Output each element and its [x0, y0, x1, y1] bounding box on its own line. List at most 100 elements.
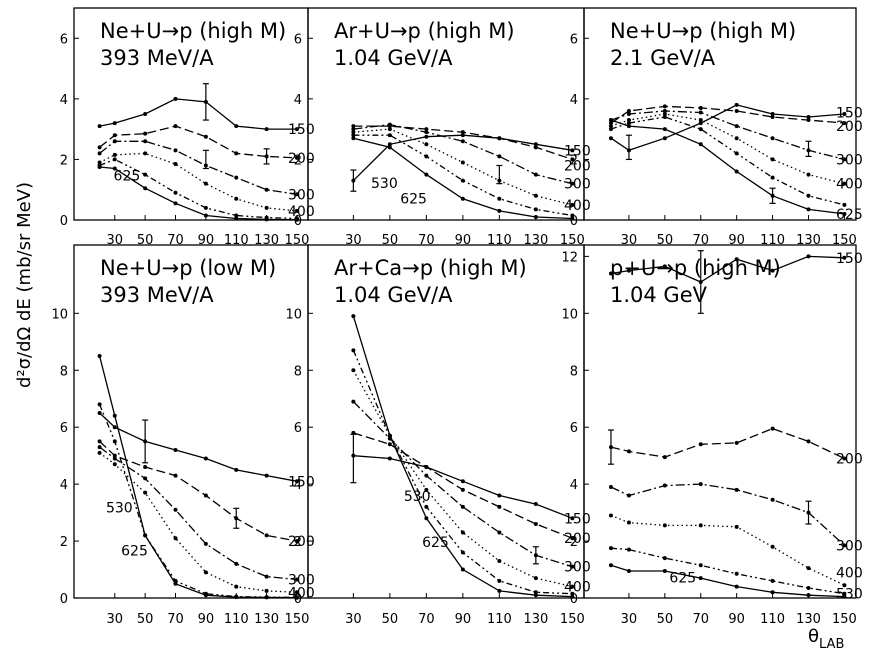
x-tick-label: 110 [487, 233, 512, 248]
data-point-150 [97, 124, 102, 129]
data-point-150 [143, 112, 148, 116]
data-point-150 [460, 133, 465, 138]
data-point-400 [424, 487, 429, 492]
x-tick-label: 150 [560, 612, 585, 627]
data-point-150 [770, 268, 775, 273]
data-point-200 [497, 504, 502, 509]
series-line-530 [99, 158, 298, 220]
data-point-625 [662, 568, 667, 573]
data-point-150 [173, 447, 178, 452]
data-point-200 [698, 105, 703, 110]
series-label: 400 [836, 177, 863, 193]
panel-title: Ne+U→p (high M) [100, 19, 286, 43]
data-point-625 [173, 201, 178, 206]
series-label: 150 [288, 122, 315, 138]
data-point-150 [387, 142, 392, 147]
x-axis-label-theta: θ [808, 626, 819, 647]
x-tick-label: 150 [560, 233, 585, 248]
data-point-400 [626, 118, 631, 123]
data-point-530 [203, 205, 208, 210]
data-point-400 [143, 151, 148, 156]
data-point-200 [570, 536, 575, 541]
data-point-200 [770, 115, 775, 120]
x-tick-label: 30 [621, 612, 638, 627]
data-point-400 [460, 160, 465, 165]
data-point-625 [424, 172, 429, 177]
data-point-530 [806, 586, 811, 591]
x-tick-label: 90 [728, 233, 745, 248]
series-line-200 [99, 125, 298, 159]
data-point-200 [608, 121, 613, 126]
data-point-400 [806, 172, 811, 177]
y-tick-label: 0 [570, 214, 578, 229]
series-line-300 [610, 110, 845, 161]
data-point-150 [806, 115, 811, 120]
x-tick-label: 110 [760, 233, 785, 248]
y-tick-label: 2 [570, 535, 578, 550]
data-point-400 [112, 462, 117, 467]
series-label: 400 [836, 565, 863, 581]
data-point-200 [533, 145, 538, 150]
data-point-400 [734, 524, 739, 529]
data-point-400 [842, 583, 847, 588]
y-tick-label: 6 [570, 32, 578, 47]
data-point-400 [570, 202, 575, 207]
data-point-300 [173, 148, 178, 153]
data-point-200 [203, 493, 208, 498]
data-point-150 [734, 102, 739, 107]
data-point-400 [497, 558, 502, 563]
data-point-530 [97, 402, 102, 407]
data-point-625 [234, 595, 239, 600]
series-label: 300 [564, 560, 591, 576]
x-tick-label: 30 [345, 233, 362, 248]
y-tick-label: 4 [294, 478, 302, 493]
x-tick-label: 70 [418, 612, 435, 627]
data-point-200 [143, 131, 148, 136]
data-point-150 [460, 479, 465, 484]
data-point-530 [842, 202, 847, 207]
data-point-625 [698, 576, 703, 581]
y-tick-label: 10 [51, 307, 68, 322]
panel-title: Ar+U→p (high M) [334, 19, 515, 43]
x-tick-label: 90 [455, 233, 472, 248]
data-point-625 [497, 208, 502, 213]
series-label: 300 [836, 538, 863, 554]
data-point-625 [662, 127, 667, 132]
data-point-530 [533, 207, 538, 212]
panel-frame [583, 7, 857, 221]
data-point-400 [203, 181, 208, 186]
x-tick-label: 30 [107, 233, 124, 248]
x-tick-label: 90 [198, 612, 215, 627]
data-point-530 [143, 172, 148, 177]
data-point-625 [608, 118, 613, 123]
panel-5: 30 50 70 90 110 130 150 0 2 4 6 8 10 Ar+Ca→p (high M)… [285, 244, 591, 627]
data-point-400 [351, 130, 356, 135]
series-line-530 [98, 404, 298, 599]
series-label: 530 [371, 176, 398, 192]
data-point-150 [97, 410, 102, 415]
series-label: 150 [564, 511, 591, 527]
data-point-150 [533, 502, 538, 507]
data-point-400 [842, 181, 847, 186]
data-point-150 [770, 112, 775, 116]
data-point-625 [770, 590, 775, 595]
data-point-200 [662, 104, 667, 109]
data-point-400 [112, 152, 117, 157]
data-point-530 [460, 550, 465, 555]
data-point-300 [770, 136, 775, 141]
series-label: 625 [836, 207, 863, 223]
data-point-200 [97, 145, 102, 150]
series-label: 300 [288, 187, 315, 203]
data-point-400 [424, 142, 429, 147]
data-point-625 [734, 584, 739, 589]
data-point-300 [351, 399, 356, 404]
data-point-200 [662, 455, 667, 460]
data-point-300 [460, 504, 465, 509]
data-point-625 [806, 207, 811, 212]
data-point-300 [570, 181, 575, 186]
data-point-400 [460, 530, 465, 535]
y-tick-label: 4 [60, 478, 68, 493]
series-label: 530 [404, 489, 431, 505]
data-point-625 [294, 217, 299, 222]
